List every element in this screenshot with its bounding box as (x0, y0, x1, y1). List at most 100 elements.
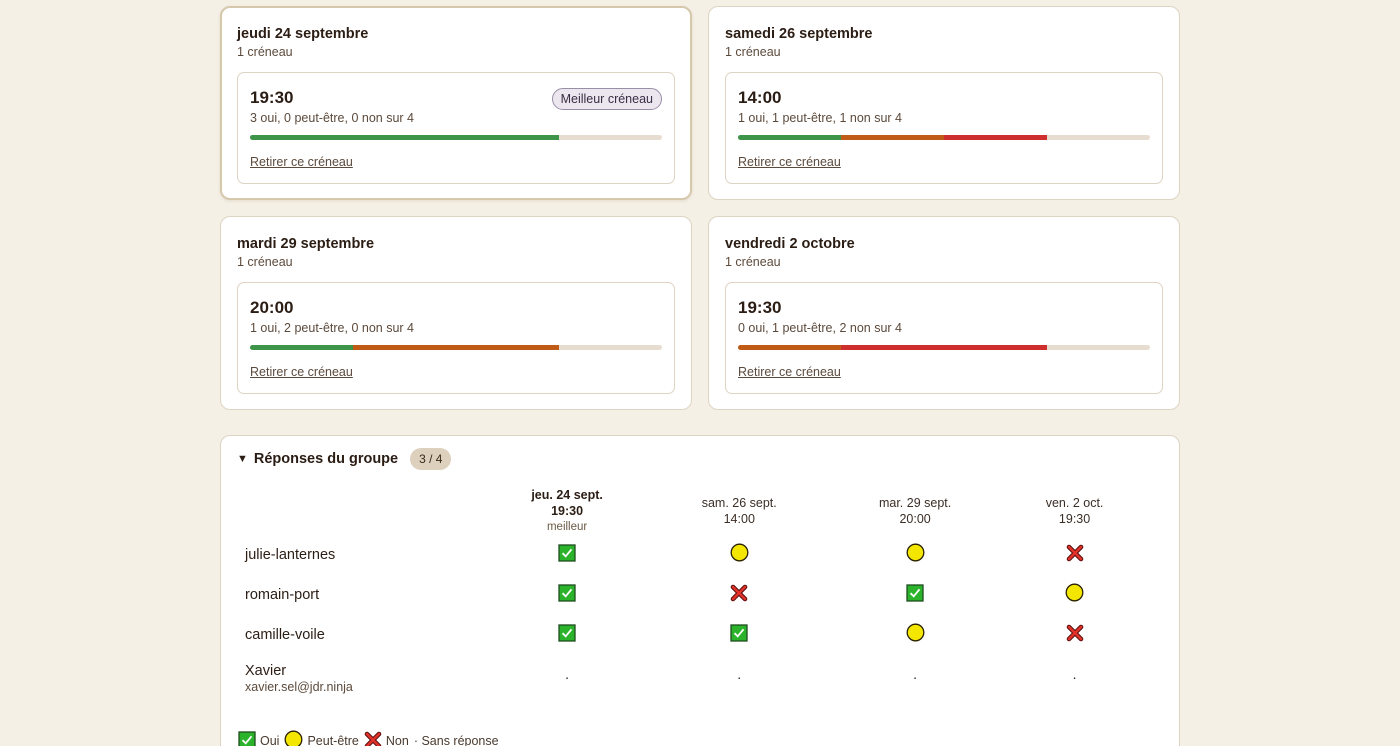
name-column-header (245, 487, 500, 535)
slot-time: 19:30 (250, 88, 294, 107)
legend-none: · Sans réponse (414, 734, 499, 746)
day-title: vendredi 2 octobre (725, 236, 855, 252)
column-time: 19:30 (1058, 512, 1091, 526)
slot-column-header: mar. 29 sept. 20:00 (844, 487, 986, 535)
time-slot: 19:30 0 oui, 1 peut-être, 2 non sur 4 Re… (725, 282, 1163, 394)
bar-yes-segment (738, 135, 841, 140)
day-card: vendredi 2 octobre 1 créneau 19:30 0 oui… (708, 216, 1180, 410)
column-date: mar. 29 sept. (878, 496, 952, 510)
circle-icon (730, 543, 749, 567)
slot-column-header: ven. 2 oct. 19:30 (986, 487, 1163, 535)
remove-slot-link[interactable]: Retirer ce créneau (738, 365, 841, 379)
participant-name: julie-lanternes (245, 547, 336, 563)
answer-cell (844, 615, 986, 655)
legend-no-label: Non (385, 734, 409, 746)
bar-maybe-segment (738, 345, 841, 350)
participant-name: romain-port (245, 587, 320, 603)
check-icon (558, 583, 576, 607)
slot-time: 20:00 (250, 298, 294, 317)
bar-yes-segment (250, 135, 559, 140)
cross-icon (1066, 544, 1084, 567)
triangle-down-icon: ▼ (237, 453, 248, 465)
slot-time: 19:30 (738, 298, 782, 317)
legend-yes: Oui (238, 730, 280, 746)
response-bar (250, 135, 662, 140)
cross-icon (364, 731, 382, 746)
check-icon (906, 583, 924, 607)
page-content: jeudi 24 septembre 1 créneau 19:30 3 oui… (220, 6, 1180, 746)
bar-yes-segment (250, 345, 353, 350)
remove-slot-link[interactable]: Retirer ce créneau (738, 155, 841, 169)
remove-slot-link[interactable]: Retirer ce créneau (250, 365, 353, 379)
bar-no-segment (841, 345, 1047, 350)
slot-responses-summary: 1 oui, 1 peut-être, 1 non sur 4 (738, 111, 902, 125)
answer-cell: · (500, 655, 635, 701)
day-title: jeudi 24 septembre (237, 26, 369, 42)
slot-time: 14:00 (738, 88, 782, 107)
time-slot: 14:00 1 oui, 1 peut-être, 1 non sur 4 Re… (725, 72, 1163, 184)
day-slot-count: 1 créneau (237, 255, 293, 269)
day-card: mardi 29 septembre 1 créneau 20:00 1 oui… (220, 216, 692, 410)
time-slot: 19:30 3 oui, 0 peut-être, 0 non sur 4 Me… (237, 72, 675, 184)
participant-cell: Xavier xavier.sel@jdr.ninja (245, 655, 500, 701)
answer-cell (986, 535, 1163, 575)
time-slot: 20:00 1 oui, 2 peut-être, 0 non sur 4 Re… (237, 282, 675, 394)
participant-cell: romain-port (245, 575, 500, 615)
legend-no: Non (364, 731, 409, 746)
answer-cell: · (634, 655, 844, 701)
best-slot-badge: Meilleur créneau (551, 88, 662, 110)
table-row: Xavier xavier.sel@jdr.ninja · · · · (245, 655, 1163, 701)
slot-column-header: jeu. 24 sept. 19:30 meilleur (500, 487, 635, 535)
group-responses-toggle[interactable]: ▼ Réponses du groupe 3 / 4 (237, 448, 1163, 470)
circle-icon (284, 730, 303, 746)
answer-cell: · (986, 655, 1163, 701)
day-slot-count: 1 créneau (237, 45, 293, 59)
remove-slot-link[interactable]: Retirer ce créneau (250, 155, 353, 169)
day-card: samedi 26 septembre 1 créneau 14:00 1 ou… (708, 6, 1180, 200)
day-slot-count: 1 créneau (725, 255, 781, 269)
responses-count-badge: 3 / 4 (410, 448, 452, 470)
answer-cell (844, 535, 986, 575)
group-responses-panel: ▼ Réponses du groupe 3 / 4 jeu. 24 sept.… (220, 435, 1180, 746)
day-title: samedi 26 septembre (725, 26, 873, 42)
table-row: julie-lanternes (245, 535, 1163, 575)
answer-cell (986, 575, 1163, 615)
responses-table: jeu. 24 sept. 19:30 meilleur sam. 26 sep… (245, 487, 1163, 701)
day-title: mardi 29 septembre (237, 236, 375, 252)
check-icon (558, 543, 576, 567)
circle-icon (906, 543, 925, 567)
column-date: jeu. 24 sept. (531, 488, 603, 502)
answer-cell: · (844, 655, 986, 701)
slot-responses-summary: 3 oui, 0 peut-être, 0 non sur 4 (250, 111, 414, 125)
cross-icon (1066, 624, 1084, 647)
response-bar (738, 345, 1150, 350)
no-answer-dot: · (1072, 669, 1077, 685)
best-column-note: meilleur (546, 521, 588, 533)
day-slot-count: 1 créneau (725, 45, 781, 59)
legend-yes-label: Oui (260, 734, 280, 746)
participant-name: Xavier (245, 662, 287, 679)
cross-icon (730, 584, 748, 607)
answer-cell (634, 615, 844, 655)
bar-no-segment (944, 135, 1047, 140)
answer-cell (500, 575, 635, 615)
slot-column-header: sam. 26 sept. 14:00 (634, 487, 844, 535)
table-row: camille-voile (245, 615, 1163, 655)
responses-header-row: jeu. 24 sept. 19:30 meilleur sam. 26 sep… (245, 487, 1163, 535)
no-answer-dot: · (912, 669, 918, 685)
bar-maybe-segment (841, 135, 944, 140)
participant-name: camille-voile (245, 627, 325, 643)
responses-body: julie-lanternes romain-port camille-voile X… (245, 535, 1163, 701)
slot-responses-summary: 1 oui, 2 peut-être, 0 non sur 4 (250, 321, 414, 335)
participant-email: xavier.sel@jdr.ninja (245, 679, 353, 694)
response-bar (738, 135, 1150, 140)
column-time: 19:30 (551, 504, 584, 518)
answer-cell (634, 535, 844, 575)
column-time: 20:00 (899, 512, 931, 526)
participant-cell: julie-lanternes (245, 535, 500, 575)
table-row: romain-port (245, 575, 1163, 615)
column-date: ven. 2 oct. (1045, 496, 1104, 510)
check-icon (730, 623, 748, 647)
day-cards-grid: jeudi 24 septembre 1 créneau 19:30 3 oui… (220, 6, 1180, 410)
bar-maybe-segment (353, 345, 559, 350)
